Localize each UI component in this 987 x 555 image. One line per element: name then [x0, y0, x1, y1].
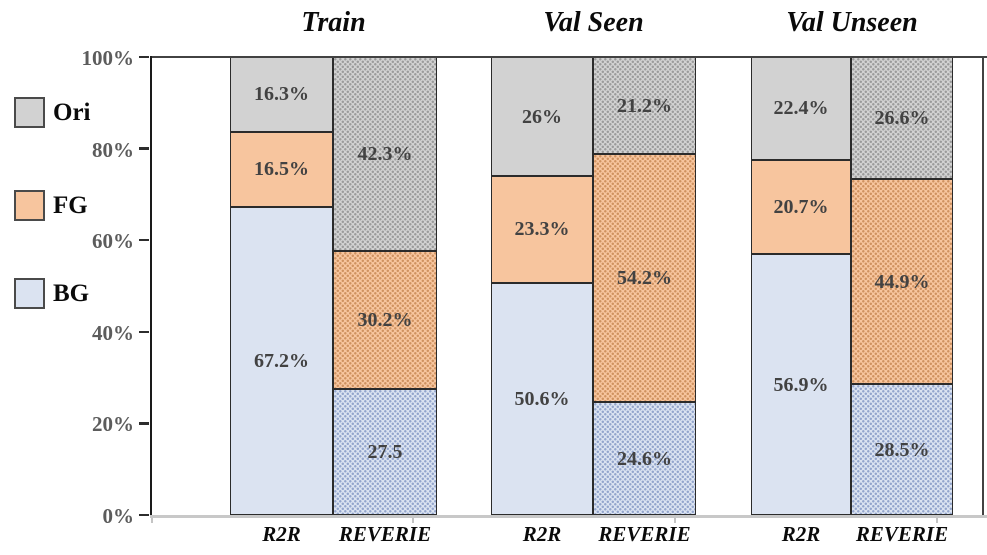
- legend-label: BG: [53, 280, 90, 307]
- y-tick-label: 60%: [92, 229, 134, 254]
- segment-value-label: 67.2%: [254, 350, 309, 373]
- segment-value-label: 30.2%: [357, 308, 413, 331]
- segment-value-label: 22.4%: [773, 97, 829, 120]
- segment-value-label: 50.6%: [514, 387, 570, 410]
- bar-segment-bg: 24.6%: [593, 402, 696, 515]
- legend-swatch-ori-icon: [14, 97, 45, 128]
- segment-value-label: 56.9%: [773, 373, 829, 396]
- segment-value-label: 54.2%: [617, 267, 672, 290]
- y-tick-mark: [139, 330, 149, 334]
- group-title: Val Seen: [543, 7, 644, 38]
- segment-value-label: 20.7%: [773, 195, 829, 218]
- segment-value-label: 26%: [522, 105, 562, 128]
- bar-segment-bg: 50.6%: [491, 282, 593, 515]
- y-tick-label: 80%: [92, 137, 134, 162]
- bar-segment-ori: 26.6%: [851, 57, 953, 179]
- plot-top-border: [150, 56, 987, 58]
- segment-value-label: 21.2%: [617, 94, 672, 117]
- legend-label: FG: [53, 192, 88, 219]
- plot-right-border: [982, 57, 984, 515]
- bar-segment-fg: 30.2%: [333, 250, 437, 390]
- segment-value-label: 23.3%: [514, 218, 570, 241]
- bar-segment-fg: 20.7%: [751, 159, 851, 255]
- x-axis-label-r2r: R2R: [522, 522, 562, 546]
- segment-value-label: 42.3%: [357, 142, 413, 165]
- x-tick-mark: [936, 517, 938, 523]
- bar-segment-bg: 27.5: [333, 389, 437, 515]
- x-tick-mark: [412, 517, 414, 523]
- bar-segment-ori: 21.2%: [593, 57, 696, 155]
- legend-swatch-bg-icon: [14, 278, 45, 309]
- bar-segment-ori: 16.3%: [230, 57, 333, 132]
- bar-train-r2r: 16.3% 16.5% 67.2%: [230, 57, 333, 515]
- bar-train-reverie: 42.3% 30.2% 27.5: [333, 57, 437, 515]
- segment-value-label: 27.5: [367, 441, 403, 463]
- x-axis-label-reverie: REVERIE: [598, 522, 691, 546]
- x-axis-label-reverie: REVERIE: [855, 522, 949, 546]
- bar-segment-bg: 28.5%: [851, 384, 953, 515]
- bar-segment-ori: 22.4%: [751, 57, 851, 160]
- y-tick-label: 100%: [81, 46, 135, 70]
- y-axis-line: [149, 56, 152, 517]
- bar-val-unseen-reverie: 26.6% 44.9% 28.5%: [851, 57, 953, 515]
- legend-label: Ori: [53, 99, 91, 126]
- bar-segment-fg: 16.5%: [230, 131, 333, 208]
- x-axis-line: [149, 515, 987, 518]
- group-title: Val Unseen: [786, 7, 918, 38]
- y-tick-mark: [139, 238, 149, 242]
- segment-value-label: 44.9%: [874, 270, 930, 293]
- bar-val-seen-r2r: 26% 23.3% 50.6%: [491, 57, 593, 515]
- segment-value-label: 28.5%: [874, 438, 930, 461]
- bar-segment-fg: 44.9%: [851, 178, 953, 385]
- y-tick-label: 20%: [92, 412, 134, 437]
- bar-segment-fg: 23.3%: [491, 176, 593, 283]
- x-axis-label-r2r: R2R: [262, 522, 301, 546]
- segment-value-label: 16.5%: [254, 158, 309, 181]
- legend-swatch-fg-icon: [14, 190, 45, 221]
- legend-item-ori: Ori: [14, 97, 91, 128]
- legend-item-fg: FG: [14, 190, 88, 221]
- y-tick-mark: [139, 422, 149, 425]
- y-tick-label: 0%: [102, 504, 135, 528]
- x-tick-mark: [151, 517, 153, 523]
- bar-segment-ori: 42.3%: [333, 57, 437, 251]
- segment-value-label: 26.6%: [874, 106, 930, 129]
- y-tick-label: 40%: [92, 320, 134, 345]
- bar-segment-fg: 54.2%: [593, 154, 696, 403]
- legend-item-bg: BG: [14, 278, 89, 309]
- bar-val-unseen-r2r: 22.4% 20.7% 56.9%: [751, 57, 851, 515]
- y-tick-mark: [139, 147, 149, 150]
- bar-val-seen-reverie: 21.2% 54.2% 24.6%: [593, 57, 696, 515]
- y-tick-mark: [139, 513, 149, 517]
- segment-value-label: 16.3%: [254, 83, 309, 106]
- bar-segment-bg: 67.2%: [230, 207, 333, 515]
- x-axis-label-reverie: REVERIE: [338, 522, 432, 546]
- x-axis-label-r2r: R2R: [781, 522, 821, 546]
- segment-value-label: 24.6%: [617, 447, 672, 470]
- x-tick-mark: [674, 517, 676, 523]
- y-tick-mark: [139, 55, 149, 59]
- bar-segment-bg: 56.9%: [751, 254, 851, 515]
- group-title: Train: [301, 7, 366, 38]
- bar-segment-ori: 26%: [491, 57, 593, 177]
